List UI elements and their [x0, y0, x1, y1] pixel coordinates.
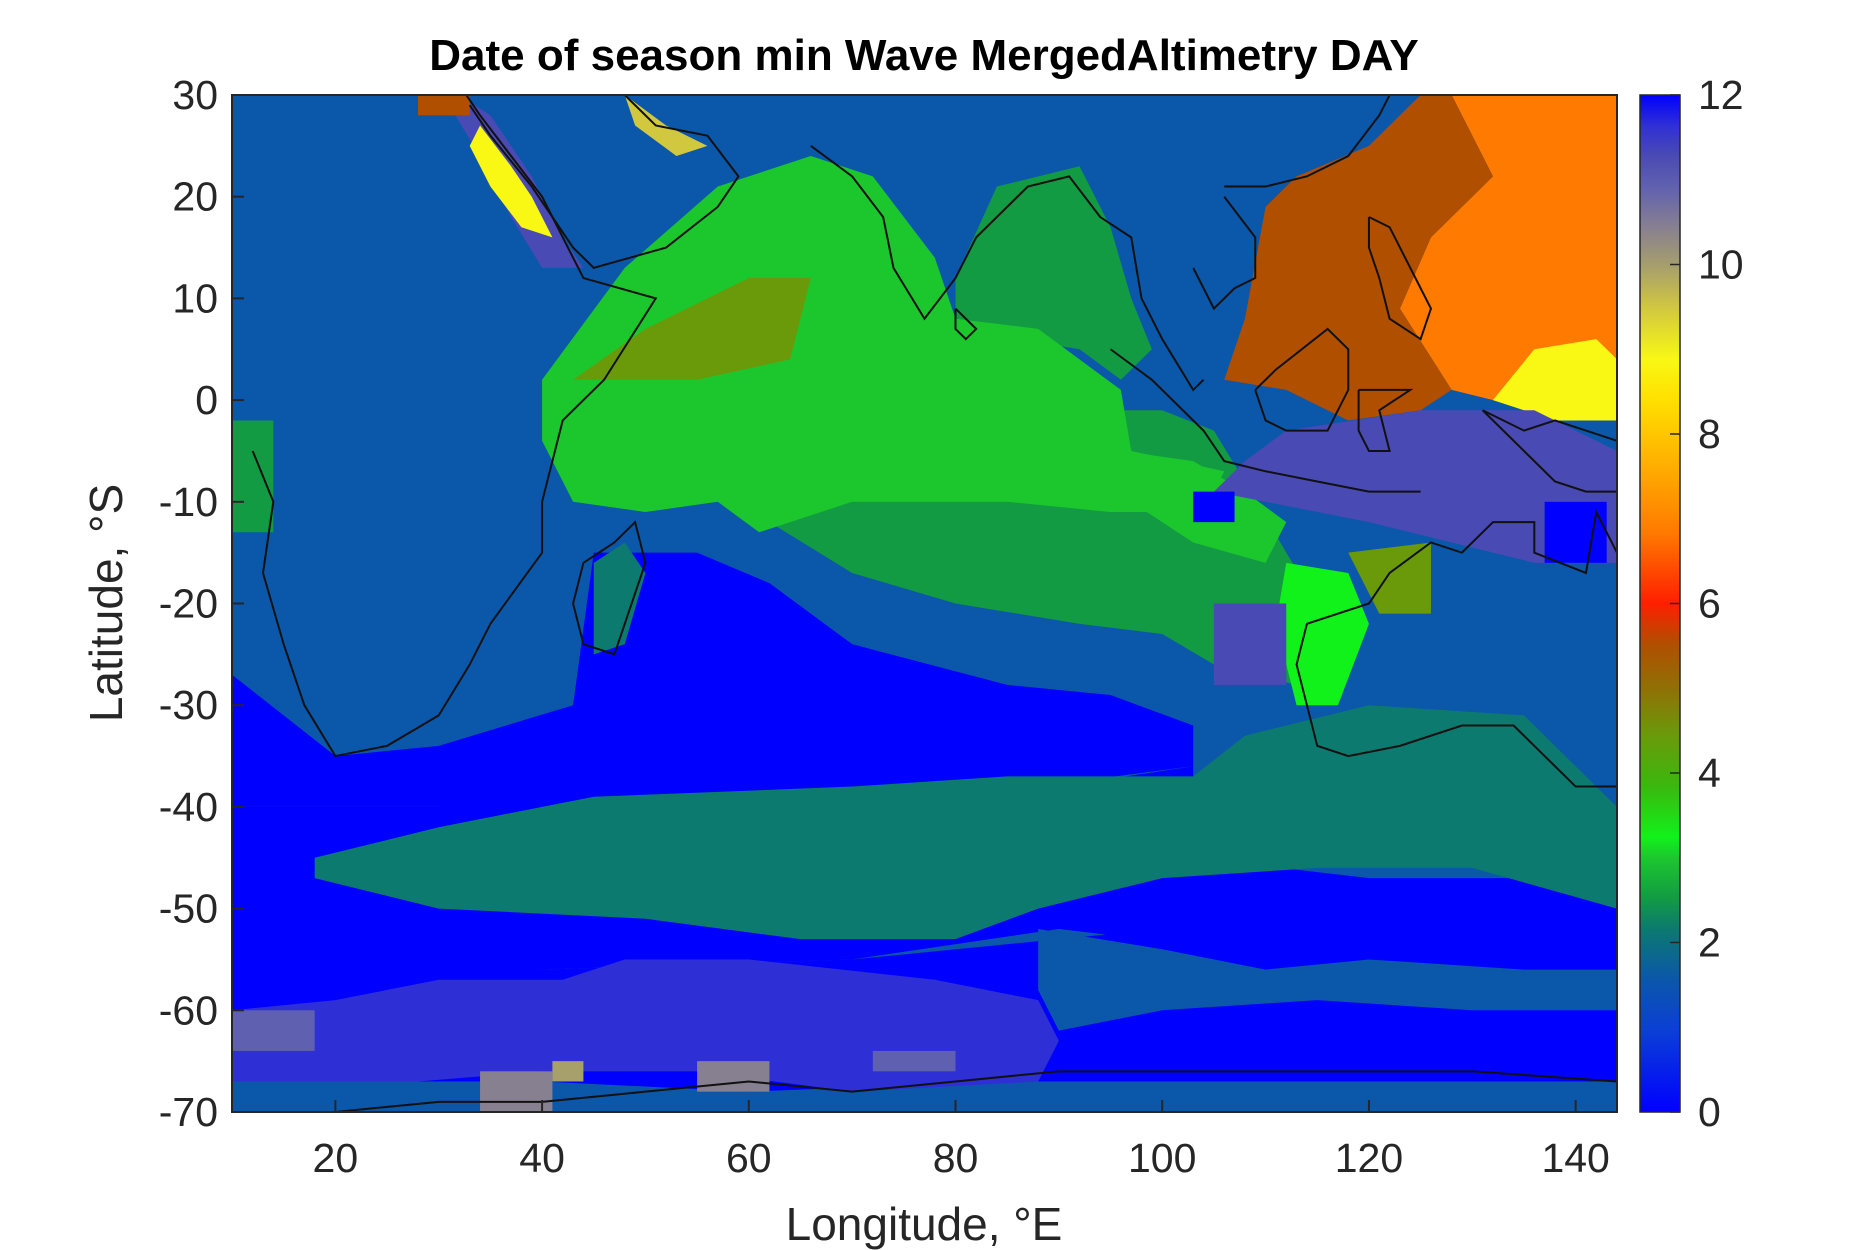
- coastline-borneo: [1254, 327, 1350, 432]
- heatmap-cell-midlat-band: [314, 705, 1617, 940]
- colorbar-tick-label: 4: [1698, 750, 1721, 796]
- heatmap-cell-red-sea-south: [469, 125, 553, 238]
- coastline-philippines: [1367, 216, 1433, 341]
- y-tick-label: -60: [159, 987, 218, 1033]
- y-tick-label: 20: [172, 174, 218, 220]
- heatmap-cell-southern-blue: [232, 552, 1194, 807]
- x-tick-label: 80: [933, 1135, 979, 1181]
- colorbar-tick-label: 8: [1698, 411, 1721, 457]
- heatmap-cell-antarctic-olive-2: [872, 1050, 956, 1072]
- coastline-indochina: [1192, 196, 1257, 311]
- y-tick-label: 30: [172, 72, 218, 118]
- y-tick-label: -30: [159, 682, 218, 728]
- heatmap-cell-western-pacific: [1399, 95, 1617, 411]
- colorbar-tick-label: 6: [1698, 581, 1721, 627]
- x-tick-label: 20: [313, 1135, 359, 1181]
- heatmap-cell-arabian-sea: [542, 156, 1225, 533]
- colorbar-tick-label: 0: [1698, 1089, 1721, 1135]
- heatmap-cell-indonesian-seas: [1213, 410, 1617, 563]
- heatmap-cell-pacific-orange: [1492, 339, 1617, 421]
- x-axis-label: Longitude, °E: [786, 1198, 1063, 1250]
- coastline-new-guinea: [1481, 409, 1617, 493]
- heatmap-cell-aus-purple: [1213, 603, 1287, 685]
- heatmap-cell-madagascar-green: [593, 542, 646, 655]
- heatmap-cell-nw-aus-green: [1275, 562, 1369, 706]
- y-tick-label: 10: [172, 275, 218, 321]
- coastline-china: [1224, 95, 1391, 188]
- heatmap-cell-antarctic-yellow-2: [697, 1061, 770, 1092]
- colorbar-tick-label: 12: [1698, 72, 1744, 118]
- coastline-antarctica: [232, 1070, 1617, 1112]
- heatmap-cell-gulf-carpentaria: [1544, 501, 1607, 563]
- coastline-arabia: [468, 95, 740, 270]
- heatmap-cell-antarctic-yellow-1: [480, 1071, 553, 1112]
- heatmap-cell-southern-purple: [232, 959, 1059, 1092]
- y-tick-label: -70: [159, 1089, 218, 1135]
- x-tick-label: 140: [1541, 1135, 1609, 1181]
- coastline-australia: [1295, 508, 1617, 788]
- heatmap-cell-west-africa-green: [232, 420, 274, 533]
- coastline-overlay: [232, 95, 1617, 1112]
- heatmap-cell-timor-blue: [1193, 491, 1235, 523]
- x-tick-label: 100: [1128, 1135, 1196, 1181]
- coastline-sri-lanka: [954, 307, 978, 341]
- heatmap-cell-antarctic-olive: [232, 1010, 315, 1051]
- coastline-sulawesi: [1357, 388, 1414, 452]
- colorbar-ticks: 12 10 8 6 4 2 0: [1670, 72, 1744, 1135]
- y-tick-label: -40: [159, 784, 218, 830]
- coastline-india: [810, 145, 1205, 392]
- heatmap-cell-mediterranean: [418, 95, 470, 116]
- heatmap-cell-south-china-sea: [1224, 95, 1493, 421]
- colorbar-tick-label: 2: [1698, 920, 1721, 966]
- chart-title: Date of season min Wave MergedAltimetry …: [429, 31, 1418, 80]
- coastline-sumatra-java: [1109, 348, 1421, 493]
- x-tick-label: 120: [1335, 1135, 1403, 1181]
- x-axis: 20 40 60 80 100 120 140: [313, 1100, 1610, 1181]
- heatmap-cell-nw-aus-olive: [1348, 542, 1431, 614]
- y-tick-label: -10: [159, 479, 218, 525]
- x-tick-label: 40: [519, 1135, 565, 1181]
- heatmap-cell-persian-gulf: [624, 95, 708, 157]
- heatmap-cell-southern-dark: [1038, 928, 1617, 1031]
- y-axis: 30 20 10 0 -10 -20 -30 -40 -50 -60 -70: [159, 72, 244, 1135]
- y-tick-label: -20: [159, 581, 218, 627]
- y-tick-label: -50: [159, 886, 218, 932]
- heatmap-cell-arabian-olive: [573, 278, 811, 380]
- y-tick-label: 0: [195, 377, 218, 423]
- coastline-madagascar: [572, 520, 647, 656]
- y-axis-label: Latitude, °S: [80, 484, 132, 722]
- heatmap-cell-antarctic-yellow-3: [552, 1061, 584, 1082]
- heatmap-field: [232, 95, 1617, 1112]
- x-tick-label: 60: [726, 1135, 772, 1181]
- colorbar-tick-label: 10: [1698, 242, 1744, 288]
